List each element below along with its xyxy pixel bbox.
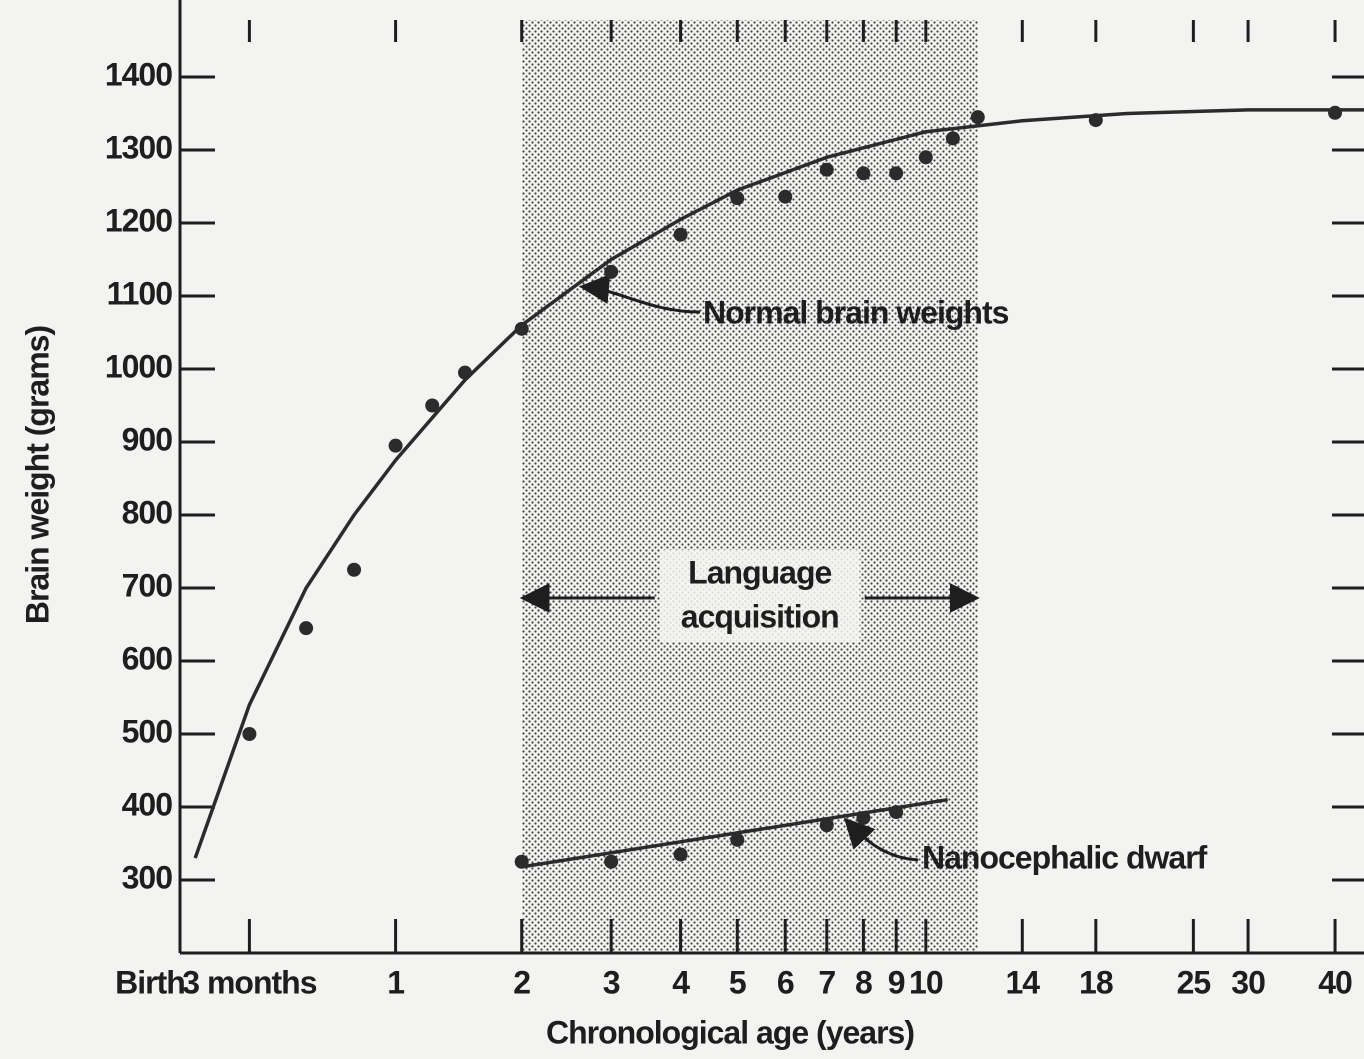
y-tick-label: 500 xyxy=(122,713,173,749)
y-tick-label: 600 xyxy=(122,640,173,676)
data-point xyxy=(514,321,529,336)
label-background xyxy=(659,550,860,642)
annotation-arrow xyxy=(843,817,919,862)
series-label: Normal brain weights xyxy=(703,294,1009,330)
x-tick-label: 3 xyxy=(603,964,620,1000)
region-label: acquisition xyxy=(681,598,839,634)
fit-curve xyxy=(193,108,1364,859)
x-axis-label: Chronological age (years) xyxy=(546,1014,914,1050)
x-tick-label: 40 xyxy=(1318,964,1352,1000)
x-tick-label: 2 xyxy=(513,964,530,1000)
y-tick-label: 1100 xyxy=(107,275,173,311)
data-point xyxy=(819,162,834,177)
y-tick-label: 800 xyxy=(122,494,173,530)
data-point xyxy=(889,805,904,820)
data-point xyxy=(388,438,403,453)
x-tick-label: 9 xyxy=(888,964,905,1000)
data-point xyxy=(856,810,871,825)
shaded-region xyxy=(521,20,978,953)
data-point xyxy=(242,727,257,741)
data-point xyxy=(1088,113,1103,128)
data-point xyxy=(299,621,314,636)
x-tick-label: 25 xyxy=(1177,964,1211,1000)
data-point xyxy=(819,818,834,833)
data-point xyxy=(457,365,472,380)
data-point xyxy=(889,166,904,181)
data-point xyxy=(856,166,871,181)
y-tick-label: 700 xyxy=(122,567,173,603)
x-tick-label: 1 xyxy=(387,964,404,1000)
data-point xyxy=(970,110,985,125)
data-point xyxy=(673,847,688,862)
data-point xyxy=(945,131,960,146)
x-tick-label: 4 xyxy=(672,964,690,1000)
data-point xyxy=(730,832,745,847)
x-tick-label: 10 xyxy=(909,964,943,1000)
y-tick-label: 1200 xyxy=(105,202,172,238)
y-tick-label: 1400 xyxy=(105,56,172,92)
region-label: Language xyxy=(688,554,831,590)
x-tick-label: 3 months xyxy=(182,964,316,1000)
y-tick-label: 300 xyxy=(122,859,173,895)
series-label: Nanocephalic dwarf xyxy=(922,839,1208,875)
data-point xyxy=(347,562,362,577)
data-point xyxy=(604,264,619,279)
y-tick-label: 1000 xyxy=(105,348,172,384)
y-axis-label: Brain weight (grams) xyxy=(19,326,55,625)
y-tick-label: 400 xyxy=(122,786,173,822)
x-tick-label: 8 xyxy=(855,964,872,1000)
x-tick-label: 6 xyxy=(777,964,794,1000)
data-point xyxy=(514,854,529,869)
x-tick-label: Birth xyxy=(115,964,185,1000)
annotation-arrow xyxy=(579,274,701,314)
data-point xyxy=(1328,105,1343,120)
data-point xyxy=(425,398,440,413)
x-tick-label: 30 xyxy=(1231,964,1265,1000)
x-tick-label: 7 xyxy=(818,964,835,1000)
x-tick-label: 18 xyxy=(1079,964,1113,1000)
fit-curve xyxy=(521,797,948,869)
x-tick-label: 14 xyxy=(1005,964,1040,1000)
data-point xyxy=(778,189,793,204)
data-point xyxy=(918,150,933,165)
data-point xyxy=(673,227,688,242)
y-tick-label: 900 xyxy=(122,421,173,457)
y-tick-label: 1300 xyxy=(105,129,172,165)
data-point xyxy=(604,854,619,869)
x-tick-label: 5 xyxy=(729,964,746,1000)
data-point xyxy=(730,191,745,206)
